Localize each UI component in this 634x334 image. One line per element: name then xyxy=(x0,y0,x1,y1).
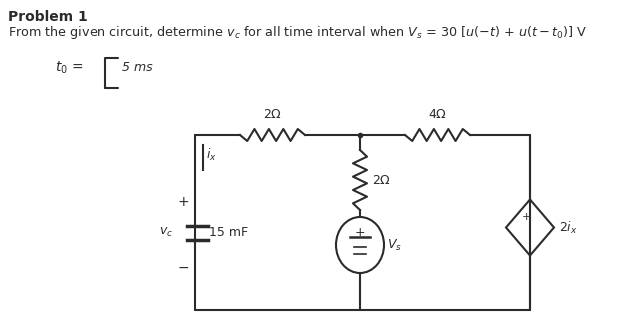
Text: Problem 1: Problem 1 xyxy=(8,10,87,24)
Text: $V_s$: $V_s$ xyxy=(387,237,402,253)
Text: $v_c$: $v_c$ xyxy=(159,226,173,239)
Text: $2i_x$: $2i_x$ xyxy=(559,219,578,235)
Text: $t_0$ =: $t_0$ = xyxy=(55,60,84,76)
Text: +: + xyxy=(521,212,531,222)
Text: −: − xyxy=(177,261,189,275)
Text: 4$\Omega$: 4$\Omega$ xyxy=(428,108,447,121)
Text: 2$\Omega$: 2$\Omega$ xyxy=(372,173,391,186)
Text: +: + xyxy=(354,225,365,238)
Text: From the given circuit, determine $v_c$ for all time interval when $V_s$ = 30 [$: From the given circuit, determine $v_c$ … xyxy=(8,24,588,41)
Text: $i_x$: $i_x$ xyxy=(206,147,217,163)
Text: 15 mF: 15 mF xyxy=(209,226,248,239)
Text: 2$\Omega$: 2$\Omega$ xyxy=(263,108,282,121)
Text: +: + xyxy=(177,195,189,209)
Text: 5 ms: 5 ms xyxy=(122,61,153,74)
